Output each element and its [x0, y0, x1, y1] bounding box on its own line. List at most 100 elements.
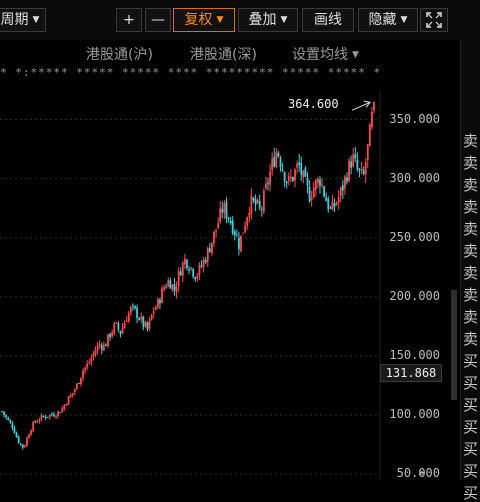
- hide-label: 隐藏: [368, 12, 397, 28]
- buy-level-label: 买: [463, 374, 479, 392]
- candle-body: [90, 358, 93, 362]
- scroll-right-icon[interactable]: »: [418, 466, 425, 479]
- candle-body: [146, 322, 149, 330]
- candle-body: [252, 197, 255, 201]
- candle-body: [240, 235, 242, 252]
- candle-body: [98, 344, 101, 346]
- candle-body: [348, 160, 350, 182]
- candle-body: [175, 286, 178, 293]
- candle-body: [109, 333, 111, 338]
- candle-body: [339, 187, 342, 196]
- overlay-selector[interactable]: 叠加 ▼: [238, 8, 298, 32]
- candle-body: [344, 176, 346, 189]
- candle-body: [198, 264, 201, 276]
- candle-body: [275, 151, 278, 167]
- candle-body: [358, 168, 361, 171]
- candle-body: [77, 382, 80, 384]
- scrollbar[interactable]: [451, 290, 457, 400]
- buy-level-label: 买: [463, 396, 479, 414]
- candle-body: [279, 158, 282, 168]
- adjust-label: 复权: [184, 12, 213, 28]
- candle-body: [316, 178, 319, 183]
- candle-body: [169, 280, 172, 289]
- zoom-in-button[interactable]: +: [116, 8, 142, 32]
- candle-body: [366, 144, 369, 161]
- candle-body: [321, 184, 323, 186]
- candle-body: [121, 327, 124, 334]
- candle-body: [269, 171, 271, 185]
- candle-body: [325, 197, 328, 202]
- kline-chart[interactable]: [0, 90, 460, 480]
- candle-body: [260, 208, 263, 210]
- candle-body: [111, 332, 114, 337]
- candle-body: [202, 259, 205, 267]
- adjust-selector[interactable]: 复权 ▼: [173, 8, 235, 32]
- candle-body: [300, 163, 303, 175]
- y-tick-label: 200.000: [389, 288, 440, 303]
- draw-line-button[interactable]: 画线: [302, 8, 354, 32]
- tab-hk-connect-sh[interactable]: 港股通(沪): [86, 47, 153, 63]
- candle-body: [258, 200, 261, 208]
- candle-body: [225, 201, 228, 219]
- candle-body: [194, 277, 197, 280]
- sub-tab-bar: 港股通(沪) 港股通(深) 设置均线 ▼: [0, 40, 460, 64]
- candle-body: [246, 217, 249, 226]
- candle-body: [15, 433, 18, 438]
- candle-body: [102, 344, 105, 351]
- candle-body: [57, 411, 60, 416]
- candle-body: [327, 198, 330, 210]
- candle-body: [30, 430, 32, 435]
- order-book-strip: 卖卖卖卖卖卖卖卖卖卖买买买买买买买: [460, 40, 480, 502]
- candle-body: [105, 344, 107, 347]
- candle-body: [360, 168, 363, 171]
- candle-body: [341, 185, 344, 191]
- candle-body: [159, 299, 161, 304]
- candle-body: [154, 307, 157, 310]
- candle-body: [100, 344, 103, 350]
- candle-body: [94, 350, 97, 355]
- candle-body: [163, 287, 166, 290]
- candle-body: [150, 314, 153, 320]
- expand-button[interactable]: [420, 8, 448, 32]
- candle-body: [65, 404, 68, 406]
- candle-body: [267, 182, 269, 184]
- zoom-out-button[interactable]: —: [145, 8, 171, 32]
- candle-body: [221, 208, 224, 213]
- candle-body: [362, 170, 365, 174]
- candle-body: [354, 154, 357, 159]
- candle-body: [167, 280, 170, 287]
- candle-body: [86, 363, 89, 368]
- candle-body: [50, 413, 53, 415]
- candle-body: [123, 322, 126, 329]
- candle-body: [302, 170, 305, 178]
- candle-body: [63, 404, 66, 410]
- candle-body: [42, 416, 45, 418]
- hide-selector[interactable]: 隐藏 ▼: [358, 8, 418, 32]
- candle-body: [204, 259, 207, 263]
- candle-body: [80, 377, 82, 385]
- candle-body: [9, 420, 12, 423]
- candle-body: [364, 162, 367, 175]
- candle-body: [19, 443, 22, 445]
- ma-settings-label: 设置均线: [292, 47, 348, 63]
- candle-body: [196, 275, 199, 279]
- ma-settings-selector[interactable]: 设置均线 ▼: [292, 44, 359, 64]
- candle-body: [132, 305, 134, 307]
- candle-body: [235, 235, 238, 237]
- chevron-down-icon: ▼: [352, 50, 359, 60]
- candle-body: [281, 169, 284, 171]
- candle-body: [129, 306, 132, 313]
- period-selector[interactable]: 周期 ▼: [0, 8, 46, 32]
- buy-level-label: 买: [463, 352, 479, 370]
- buy-level-label: 买: [463, 462, 479, 480]
- expand-icon: [426, 12, 442, 28]
- candle-body: [40, 415, 43, 420]
- candle-body: [346, 177, 348, 182]
- candle-body: [337, 196, 340, 204]
- candle-body: [88, 362, 91, 364]
- sell-level-label: 卖: [463, 330, 479, 348]
- tab-hk-connect-sz[interactable]: 港股通(深): [190, 47, 257, 63]
- candle-body: [248, 212, 251, 217]
- y-tick-label: 250.000: [389, 229, 440, 244]
- candle-body: [55, 416, 57, 418]
